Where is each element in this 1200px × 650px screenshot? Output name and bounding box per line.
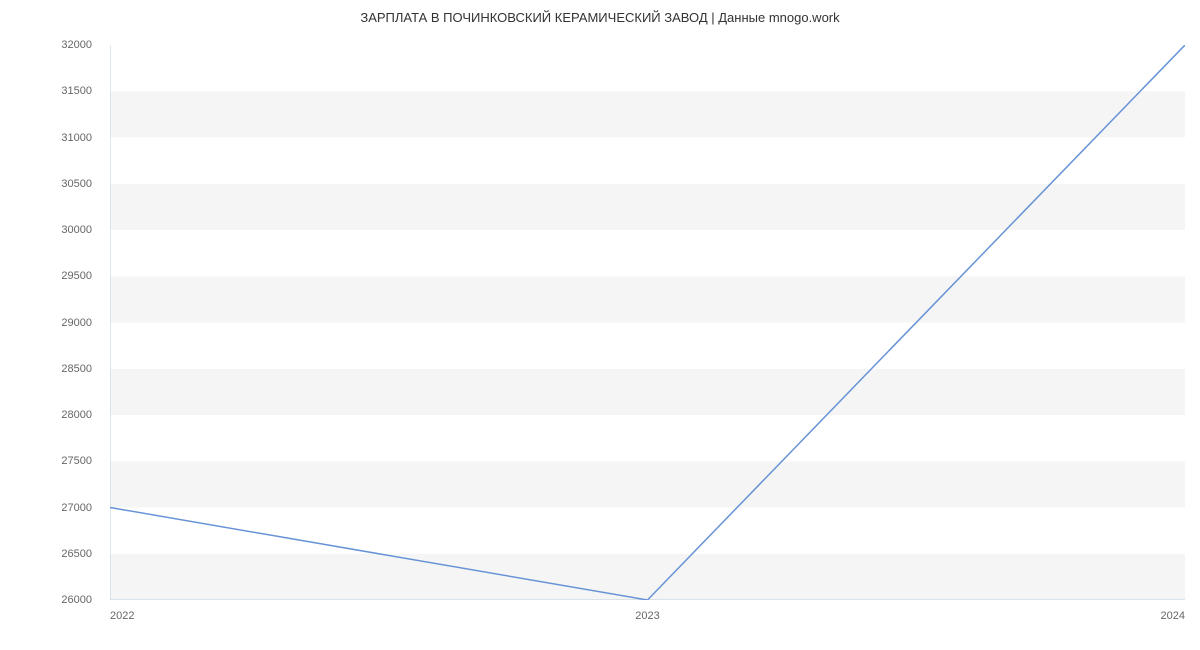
x-tick-label: 2022 [110, 610, 134, 622]
y-tick-label: 31000 [61, 132, 92, 144]
y-tick-label: 26500 [61, 548, 92, 560]
y-tick-label: 27000 [61, 502, 92, 514]
y-tick-label: 30000 [61, 224, 92, 236]
y-tick-label: 29500 [61, 270, 92, 282]
y-tick-label: 28000 [61, 409, 92, 421]
x-tick-label: 2024 [1161, 610, 1185, 622]
chart-title: ЗАРПЛАТА В ПОЧИНКОВСКИЙ КЕРАМИЧЕСКИЙ ЗАВ… [0, 10, 1200, 25]
y-tick-label: 29000 [61, 317, 92, 329]
y-tick-label: 30500 [61, 178, 92, 190]
salary-chart: ЗАРПЛАТА В ПОЧИНКОВСКИЙ КЕРАМИЧЕСКИЙ ЗАВ… [0, 0, 1200, 650]
y-axis-labels: 2600026500270002750028000285002900029500… [0, 45, 100, 600]
y-tick-label: 32000 [61, 39, 92, 51]
y-tick-label: 28500 [61, 363, 92, 375]
plot-area [110, 45, 1185, 600]
y-tick-label: 31500 [61, 85, 92, 97]
x-axis-labels: 2022 2023 2024 [110, 606, 1185, 626]
x-tick-label: 2023 [635, 610, 659, 622]
plot-svg [110, 45, 1185, 600]
y-tick-label: 27500 [61, 455, 92, 467]
y-tick-label: 26000 [61, 594, 92, 606]
